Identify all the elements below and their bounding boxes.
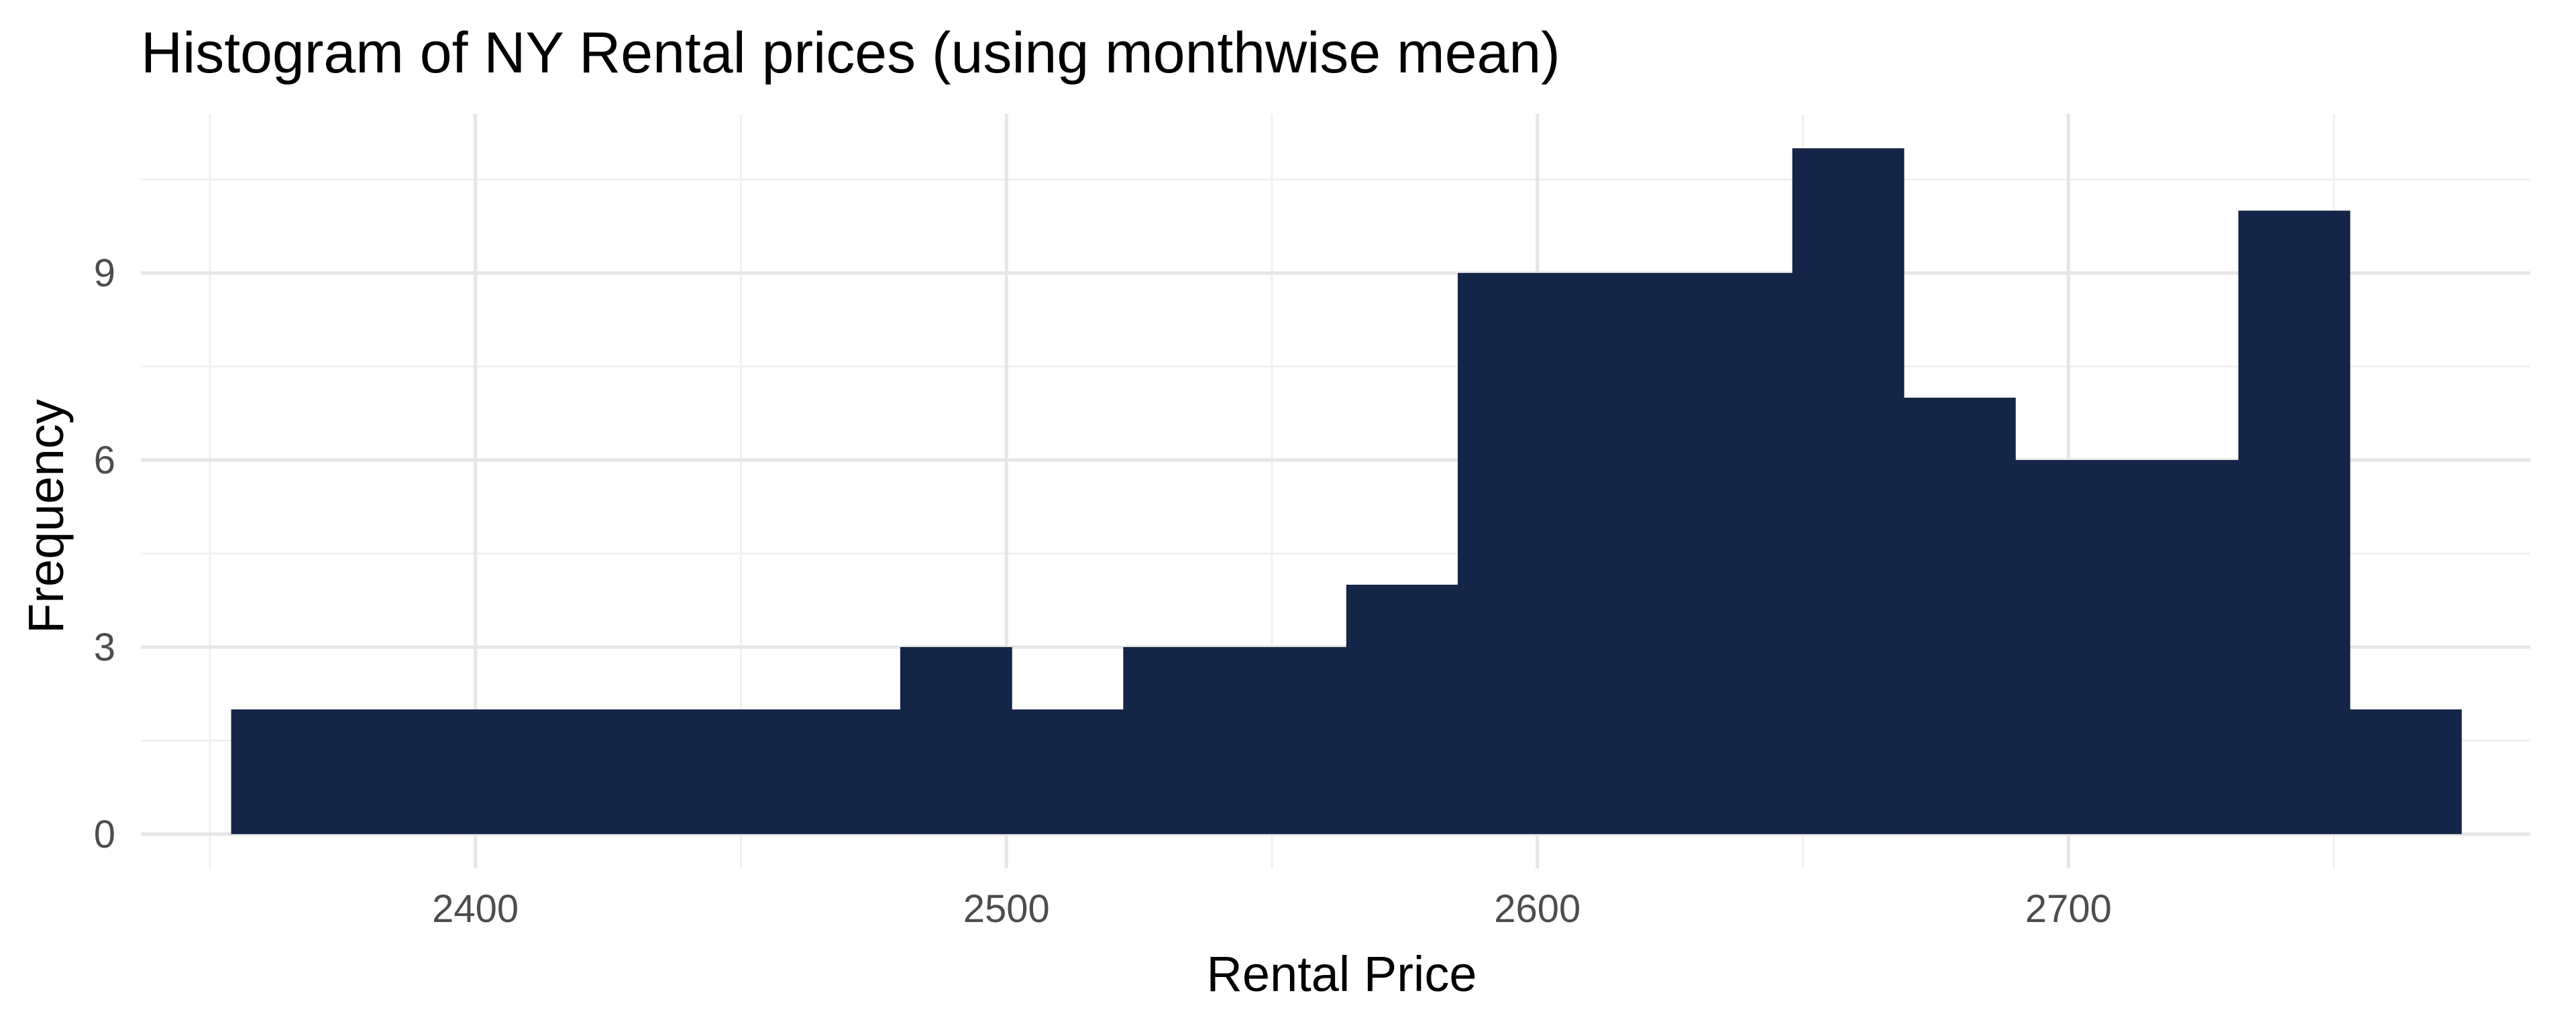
x-axis-ticks: 2400 2500 2600 2700 [432,887,2112,931]
histogram-bar [677,709,790,834]
x-axis-title: Rental Price [1206,946,1477,1002]
histogram-bar [231,709,343,834]
histogram-bar [1903,398,2016,834]
histogram-bar [2349,709,2462,834]
histogram-bar [454,709,566,834]
histogram-bar [2238,211,2351,834]
y-axis-title: Frequency [18,399,74,634]
y-tick-label: 9 [94,251,115,295]
histogram-bar [1346,584,1458,834]
x-tick-label: 2500 [963,887,1050,931]
histogram-bar [788,709,901,834]
histogram-bar [900,646,1012,834]
histogram-bar [2127,460,2239,834]
histogram-bar [1234,646,1347,834]
histogram-bars [231,148,2462,834]
histogram-bar [1123,646,1236,834]
histogram-bar [1458,273,1570,834]
chart-title: Histogram of NY Rental prices (using mon… [141,21,1560,85]
y-tick-label: 3 [94,626,115,669]
histogram-bar [2015,460,2128,834]
y-axis-ticks: 0 3 6 9 [94,251,115,856]
x-tick-label: 2600 [1494,887,1580,931]
x-tick-label: 2700 [2025,887,2112,931]
histogram-bar [1680,273,1793,834]
x-tick-label: 2400 [432,887,519,931]
histogram-bar [1012,709,1124,834]
y-tick-label: 0 [94,813,115,856]
histogram-bar [342,709,455,834]
histogram-bar [1792,148,1904,834]
histogram-bar [566,709,678,834]
y-tick-label: 6 [94,439,115,482]
histogram-bar [1569,273,1682,834]
